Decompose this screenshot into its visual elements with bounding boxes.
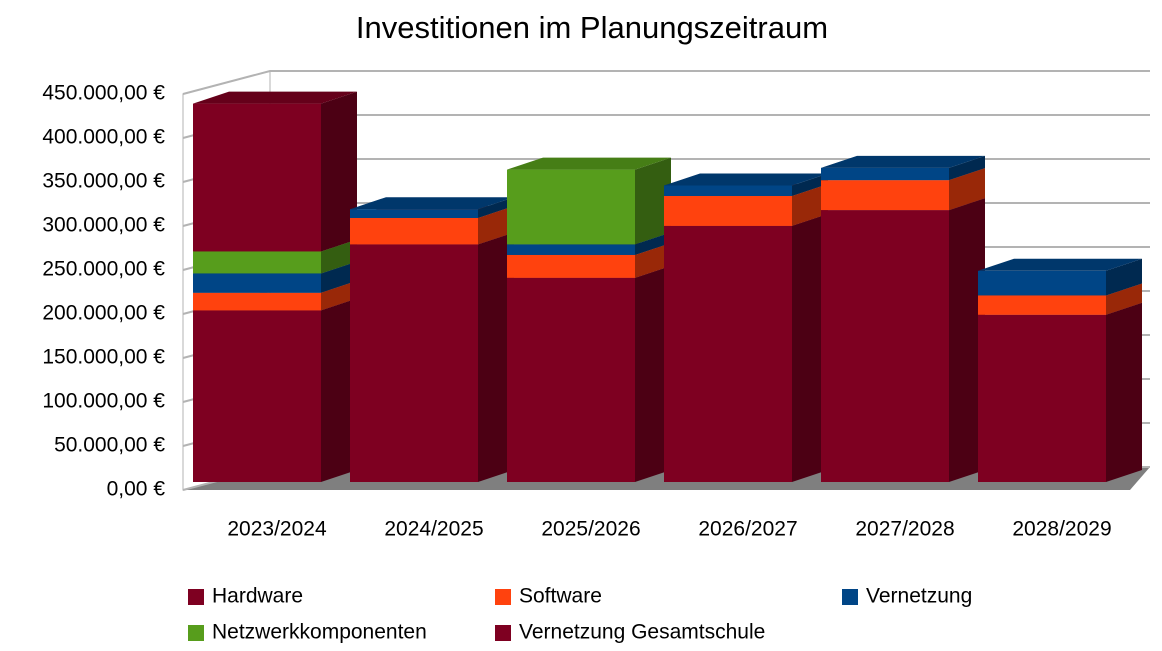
bar-segment [978, 295, 1106, 315]
bar-side [635, 242, 671, 278]
y-tick-label: 150.000,00 € [42, 346, 165, 369]
bar-side [949, 198, 985, 482]
legend-swatch [188, 589, 204, 605]
bar-side [949, 155, 985, 181]
bar-side [478, 197, 514, 218]
bar-side [321, 261, 357, 293]
bar-side [478, 206, 514, 245]
bar-segment [978, 270, 1106, 296]
bar-side [635, 157, 671, 245]
bar-top [821, 155, 985, 168]
legend-label: Netzwerkkomponenten [212, 621, 427, 644]
bar-side [635, 232, 671, 255]
legend-swatch [842, 589, 858, 605]
bar-segment [193, 251, 321, 274]
bar-top [978, 258, 1142, 271]
bar-side [1106, 283, 1142, 315]
bar-side [478, 232, 514, 482]
bar-segment [821, 167, 949, 181]
bar-segment [193, 292, 321, 311]
bar-side [321, 298, 357, 482]
legend-label: Software [519, 585, 602, 608]
bar-segment [350, 218, 478, 245]
x-tick-label: 2026/2027 [698, 518, 797, 541]
x-tick-label: 2024/2025 [384, 518, 483, 541]
bar-segment [821, 180, 949, 211]
legend-label: Vernetzung Gesamtschule [519, 621, 765, 644]
bar-side [792, 184, 828, 226]
bar-top [193, 91, 357, 104]
bar-segment [350, 209, 478, 218]
bar-side [792, 213, 828, 483]
bar-segment [507, 254, 635, 278]
bar-top [350, 197, 514, 210]
bar-side [792, 173, 828, 196]
bar-segment [664, 225, 792, 483]
bar-segment [507, 169, 635, 245]
legend-label: Hardware [212, 585, 303, 608]
bar-segment [193, 310, 321, 482]
legend-swatch [495, 589, 511, 605]
bar-side [949, 168, 985, 211]
y-tick-label: 200.000,00 € [42, 302, 165, 325]
y-tick-label: 50.000,00 € [54, 434, 165, 457]
bar-side [635, 265, 671, 482]
y-tick-label: 100.000,00 € [42, 390, 165, 413]
y-tick-label: 400.000,00 € [42, 126, 165, 149]
bar-segment [507, 244, 635, 255]
x-tick-label: 2027/2028 [855, 518, 954, 541]
bar-segment [193, 273, 321, 293]
grid-line [182, 70, 1150, 95]
legend-label: Vernetzung [866, 585, 972, 608]
x-tick-label: 2023/2024 [227, 518, 327, 541]
y-tick-label: 0,00 € [107, 478, 166, 501]
bar-top [664, 173, 828, 186]
bar-segment [664, 196, 792, 226]
bar-top [507, 157, 671, 170]
y-tick-label: 350.000,00 € [42, 170, 165, 193]
legend-swatch [188, 625, 204, 641]
chart-title: Investitionen im Planungszeitraum [356, 10, 828, 45]
bar-segment [821, 210, 949, 482]
bar-segment [350, 244, 478, 482]
bar-side [1106, 302, 1142, 482]
bar-side [321, 239, 357, 274]
bar-side [321, 280, 357, 311]
bar-segment [978, 314, 1106, 482]
y-tick-label: 250.000,00 € [42, 258, 165, 281]
x-tick-label: 2025/2026 [541, 518, 640, 541]
legend-swatch [495, 625, 511, 641]
y-tick-label: 300.000,00 € [42, 214, 165, 237]
bar-segment [507, 277, 635, 482]
x-tick-label: 2028/2029 [1012, 518, 1111, 541]
y-tick-label: 450.000,00 € [42, 82, 165, 105]
bar-segment [193, 103, 321, 252]
bar-side [1106, 258, 1142, 296]
bar-side [321, 91, 357, 252]
bar-segment [664, 185, 792, 196]
